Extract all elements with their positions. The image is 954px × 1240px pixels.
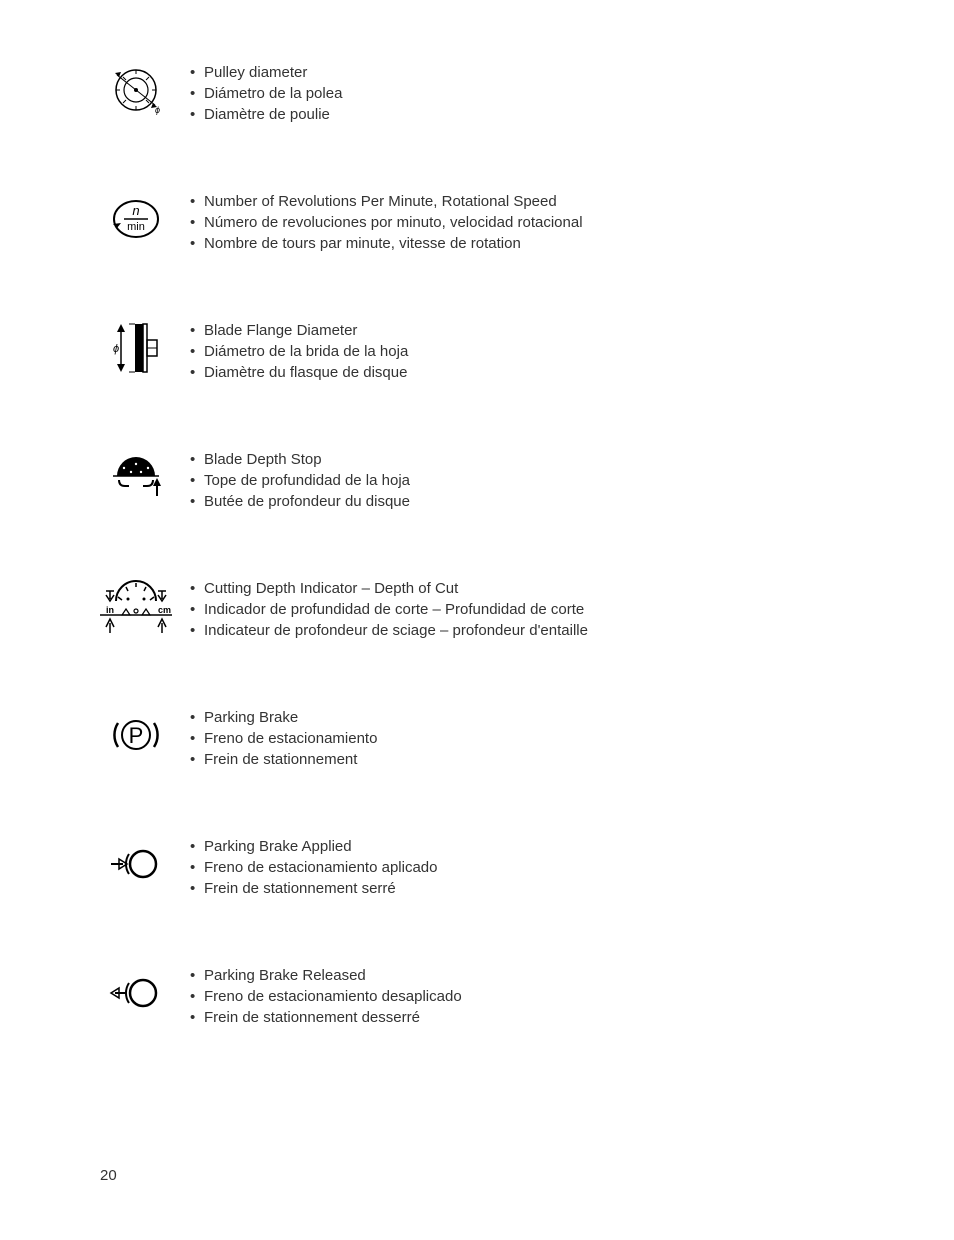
- label-en: Number of Revolutions Per Minute, Rotati…: [190, 191, 583, 212]
- label-es: Indicador de profundidad de corte – Prof…: [190, 599, 588, 620]
- label-fr: Frein de stationnement serré: [190, 878, 437, 899]
- label-fr: Frein de stationnement: [190, 749, 377, 770]
- symbol-labels: Number of Revolutions Per Minute, Rotati…: [172, 189, 583, 254]
- blade-depth-stop-icon: [100, 447, 172, 507]
- label-en: Pulley diameter: [190, 62, 342, 83]
- symbol-entry: Parking Brake Applied Freno de estaciona…: [100, 834, 854, 899]
- svg-text:n: n: [132, 203, 139, 218]
- label-fr: Diamètre du flasque de disque: [190, 362, 408, 383]
- symbol-entry: ϕ Blade Flange Diameter Diámetro de la b…: [100, 318, 854, 383]
- pulley-diameter-icon: ϕ: [100, 60, 172, 120]
- cutting-depth-indicator-icon: in cm: [100, 576, 172, 636]
- label-es: Freno de estacionamiento aplicado: [190, 857, 437, 878]
- label-fr: Diamètre de poulie: [190, 104, 342, 125]
- symbol-labels: Blade Flange Diameter Diámetro de la bri…: [172, 318, 408, 383]
- label-es: Freno de estacionamiento: [190, 728, 377, 749]
- symbol-labels: Pulley diameter Diámetro de la polea Dia…: [172, 60, 342, 125]
- svg-text:ϕ: ϕ: [113, 343, 119, 355]
- label-en: Cutting Depth Indicator – Depth of Cut: [190, 578, 588, 599]
- parking-brake-applied-icon: [100, 834, 172, 894]
- svg-text:P: P: [129, 723, 144, 748]
- symbol-entry: n min Number of Revolutions Per Minute, …: [100, 189, 854, 254]
- symbol-entry: Blade Depth Stop Tope de profundidad de …: [100, 447, 854, 512]
- label-en: Parking Brake Released: [190, 965, 462, 986]
- symbol-entry: Parking Brake Released Freno de estacion…: [100, 963, 854, 1028]
- label-fr: Nombre de tours par minute, vitesse de r…: [190, 233, 583, 254]
- label-fr: Indicateur de profondeur de sciage – pro…: [190, 620, 588, 641]
- label-es: Freno de estacionamiento desaplicado: [190, 986, 462, 1007]
- blade-flange-diameter-icon: ϕ: [100, 318, 172, 378]
- label-es: Tope de profundidad de la hoja: [190, 470, 410, 491]
- symbol-labels: Blade Depth Stop Tope de profundidad de …: [172, 447, 410, 512]
- symbol-entry: P Parking Brake Freno de estacionamiento…: [100, 705, 854, 770]
- label-es: Diámetro de la polea: [190, 83, 342, 104]
- label-fr: Frein de stationnement desserré: [190, 1007, 462, 1028]
- symbol-labels: Parking Brake Released Freno de estacion…: [172, 963, 462, 1028]
- symbol-labels: Parking Brake Applied Freno de estaciona…: [172, 834, 437, 899]
- svg-text:min: min: [127, 221, 145, 233]
- svg-text:cm: cm: [158, 605, 171, 615]
- symbol-entry: in cm Cutting Depth Indicator – Depth of…: [100, 576, 854, 641]
- svg-text:ϕ: ϕ: [155, 105, 160, 115]
- symbol-labels: Parking Brake Freno de estacionamiento F…: [172, 705, 377, 770]
- rpm-icon: n min: [100, 189, 172, 249]
- symbol-entry: ϕ Pulley diameter Diámetro de la polea D…: [100, 60, 854, 125]
- label-en: Blade Depth Stop: [190, 449, 410, 470]
- page-number: 20: [100, 1167, 117, 1184]
- label-en: Blade Flange Diameter: [190, 320, 408, 341]
- label-en: Parking Brake: [190, 707, 377, 728]
- label-fr: Butée de profondeur du disque: [190, 491, 410, 512]
- symbol-labels: Cutting Depth Indicator – Depth of Cut I…: [172, 576, 588, 641]
- svg-text:in: in: [106, 605, 114, 615]
- label-es: Número de revoluciones por minuto, veloc…: [190, 212, 583, 233]
- label-es: Diámetro de la brida de la hoja: [190, 341, 408, 362]
- label-en: Parking Brake Applied: [190, 836, 437, 857]
- parking-brake-released-icon: [100, 963, 172, 1023]
- parking-brake-icon: P: [100, 705, 172, 765]
